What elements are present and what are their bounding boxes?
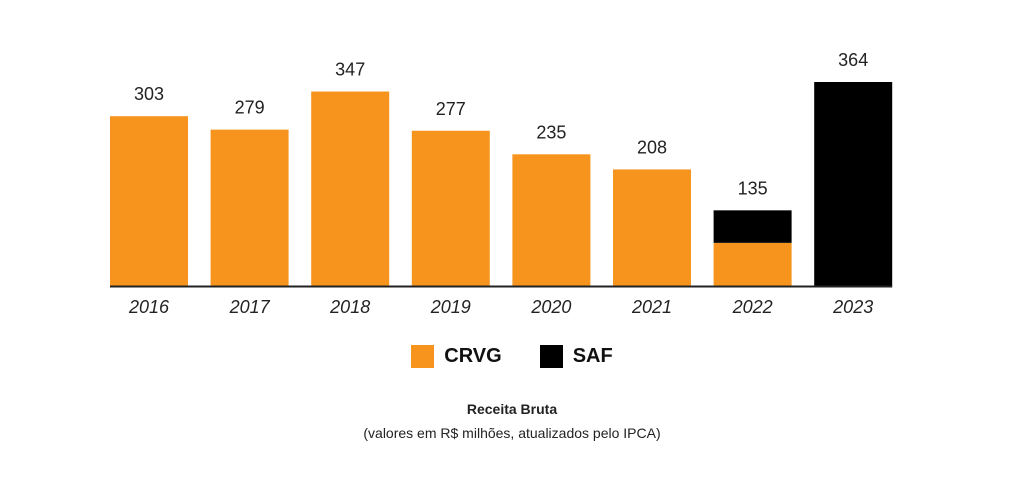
- legend-item-crvg: CRVG: [411, 345, 502, 368]
- chart-subtitle: (valores em R$ milhões, atualizados pelo…: [363, 425, 661, 441]
- bar-chart: 303 2016 279 2017 347 2018 277 2019 235 2020 208 20…: [110, 50, 893, 317]
- value-label-2019: 277: [436, 99, 466, 119]
- bar-crvg-2016: [110, 116, 188, 286]
- bar-crvg-2018: [311, 91, 390, 287]
- x-tick-label-2016: 2016: [128, 297, 170, 317]
- chart-title: Receita Bruta: [466, 401, 558, 417]
- x-tick-label-2019: 2019: [430, 297, 471, 317]
- bar-saf-2022: [713, 210, 792, 243]
- x-tick-label-2017: 2017: [229, 297, 271, 317]
- legend: CRVG SAF: [0, 345, 1024, 368]
- x-tick-label-2022: 2022: [732, 297, 773, 317]
- legend-item-saf: SAF: [539, 345, 613, 368]
- value-label-2018: 347: [335, 60, 365, 80]
- value-label-2021: 208: [637, 137, 667, 157]
- value-label-2022: 135: [738, 178, 768, 198]
- bar-crvg-2020: [512, 154, 591, 286]
- bar-saf-2023: [814, 82, 893, 286]
- x-tick-label-2020: 2020: [530, 297, 571, 317]
- bar-crvg-2017: [210, 129, 289, 286]
- value-label-2023: 364: [838, 50, 868, 70]
- value-label-2020: 235: [536, 122, 566, 142]
- bar-crvg-2022: [713, 242, 792, 286]
- legend-label-saf: SAF: [572, 345, 613, 367]
- x-tick-label-2018: 2018: [329, 297, 370, 317]
- legend-swatch-crvg: [411, 345, 435, 368]
- value-label-2017: 279: [235, 98, 265, 118]
- value-label-2016: 303: [134, 84, 164, 104]
- bar-crvg-2021: [613, 169, 691, 286]
- bar-crvg-2019: [411, 130, 490, 286]
- legend-label-crvg: CRVG: [444, 345, 502, 367]
- legend-swatch-saf: [539, 345, 563, 368]
- x-tick-label-2023: 2023: [832, 297, 873, 317]
- x-tick-label-2021: 2021: [631, 297, 672, 317]
